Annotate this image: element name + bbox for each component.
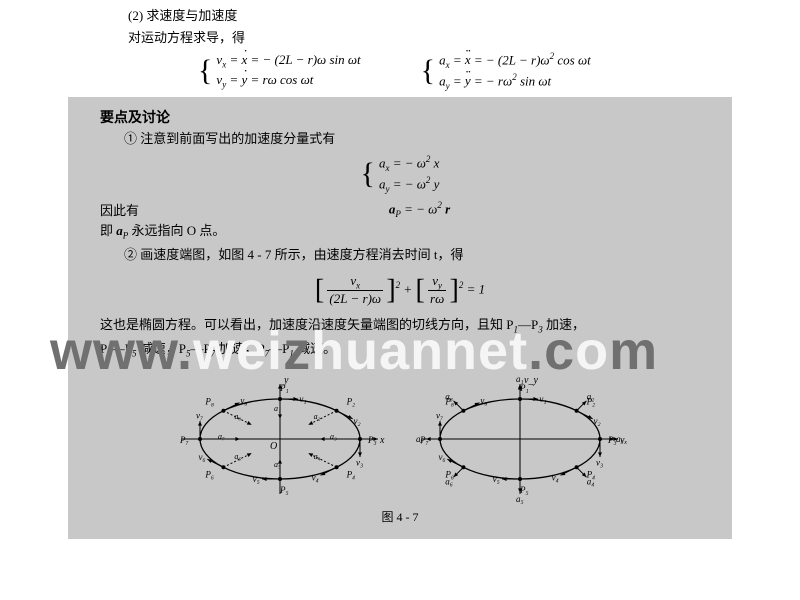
point-1: ① 注意到前面写出的加速度分量式有 (124, 129, 700, 149)
figure-row: xyOP₁P₂P₃P₄P₅P₆P₇P₈v₁v₂v₃v₄v₅v₆v₇v₈a₁a₂a… (100, 374, 700, 504)
svg-text:a₃: a₃ (616, 434, 624, 444)
svg-text:a₄: a₄ (587, 476, 595, 486)
svg-text:v₆: v₆ (439, 451, 446, 461)
svg-text:a₈: a₈ (234, 412, 241, 421)
svg-text:P₆: P₆ (204, 469, 214, 479)
therefore-label: 因此有 (100, 200, 139, 219)
conclusion-line-2: P3—P5 减速，P5—P7 加速，P7—P1 减速。 (100, 339, 700, 361)
component-equations: { ax = − ω2 x ay = − ω2 y (100, 154, 700, 194)
svg-text:v₁: v₁ (299, 394, 306, 404)
svg-text:P₄: P₄ (346, 469, 356, 479)
svg-text:a₇: a₇ (218, 432, 225, 441)
svg-text:x: x (379, 435, 385, 446)
ellipse-equation: [ vx(2L − r)ω ]2 + [ vyrω ]2 = 1 (100, 273, 700, 308)
svg-text:v₅: v₅ (493, 474, 500, 484)
svg-text:a₂: a₂ (587, 391, 595, 401)
point-2: ② 画速度端图，如图 4 - 7 所示，由速度方程消去时间 t，得 (124, 245, 700, 265)
intro-section: (2) 求速度与加速度 对运动方程求导，得 { vx = x = − (2L −… (0, 6, 800, 91)
svg-text:v₈: v₈ (240, 395, 247, 405)
svg-text:v₄: v₄ (552, 472, 559, 482)
conclusion-line-1: 这也是椭圆方程。可以看出，加速度沿速度矢量端图的切线方向，且知 P1—P3 加速… (100, 315, 700, 337)
svg-text:a₅: a₅ (274, 460, 281, 469)
svg-text:a₁: a₁ (274, 404, 281, 413)
point-origin: 即 aP 永远指向 O 点。 (100, 221, 700, 243)
heading-line-2: 对运动方程求导，得 (128, 28, 740, 48)
svg-text:v₇: v₇ (196, 410, 203, 420)
svg-text:a₄: a₄ (314, 451, 321, 460)
svg-text:v₇: v₇ (436, 410, 443, 420)
svg-text:v₃: v₃ (356, 457, 363, 467)
left-brace-icon: { (421, 56, 435, 86)
figure-caption: 图 4 - 7 (100, 508, 700, 525)
ax-eq: ax = x = − (2L − r)ω2 cos ωt (439, 51, 591, 70)
ay-omega-eq: ay = − ω2 y (379, 175, 440, 194)
svg-text:P₇: P₇ (179, 435, 189, 445)
vy-eq: vy = y = rω cos ωt (216, 72, 360, 90)
svg-text:P₃: P₃ (367, 435, 377, 445)
therefore-row: 因此有 aP = − ω2 r (100, 200, 700, 219)
vx-eq: vx = x = − (2L − r)ω sin ωt (216, 52, 360, 70)
svg-text:a₆: a₆ (445, 476, 453, 486)
svg-text:P₂: P₂ (346, 396, 356, 406)
discussion-box: 要点及讨论 ① 注意到前面写出的加速度分量式有 { ax = − ω2 x ay… (68, 97, 732, 539)
left-brace-icon: { (361, 159, 375, 189)
derivative-equations: { vx = x = − (2L − r)ω sin ωt vy = y = r… (198, 51, 740, 91)
svg-text:a₅: a₅ (516, 494, 524, 504)
box-title: 要点及讨论 (100, 107, 700, 127)
svg-text:a₈: a₈ (445, 391, 453, 401)
svg-text:P₈: P₈ (204, 396, 214, 406)
svg-text:v₅: v₅ (253, 474, 260, 484)
svg-text:a₁: a₁ (516, 374, 524, 384)
svg-text:v₄: v₄ (312, 472, 319, 482)
acceleration-group: { ax = x = − (2L − r)ω2 cos ωt ay = y = … (421, 51, 591, 91)
svg-text:v₈: v₈ (480, 395, 487, 405)
heading-line-1: (2) 求速度与加速度 (128, 6, 740, 26)
svg-text:a₇: a₇ (416, 434, 424, 444)
svg-text:v₁: v₁ (539, 394, 546, 404)
velocity-group: { vx = x = − (2L − r)ω sin ωt vy = y = r… (198, 51, 361, 91)
svg-text:v₃: v₃ (596, 457, 603, 467)
figure-right: vₓv_yP₁P₂P₃P₄P₅P₆P₇P₈v₁v₂v₃v₄v₅v₆v₇v₈a₁a… (410, 374, 630, 504)
svg-text:a₂: a₂ (314, 412, 321, 421)
svg-text:v₂: v₂ (593, 416, 600, 426)
svg-text:P₅: P₅ (279, 485, 289, 495)
svg-text:v₆: v₆ (199, 451, 206, 461)
figure-left: xyOP₁P₂P₃P₄P₅P₆P₇P₈v₁v₂v₃v₄v₅v₆v₇v₈a₁a₂a… (170, 374, 390, 504)
page-root: (2) 求速度与加速度 对运动方程求导，得 { vx = x = − (2L −… (0, 0, 800, 539)
ax-omega-eq: ax = − ω2 x (379, 154, 440, 173)
svg-text:P₁: P₁ (279, 383, 289, 393)
svg-text:O: O (270, 441, 277, 452)
svg-text:a₃: a₃ (330, 432, 337, 441)
left-brace-icon: { (198, 56, 212, 86)
svg-text:a₆: a₆ (234, 451, 241, 460)
svg-text:v₂: v₂ (353, 416, 360, 426)
ay-eq: ay = y = − rω2 sin ωt (439, 72, 591, 91)
